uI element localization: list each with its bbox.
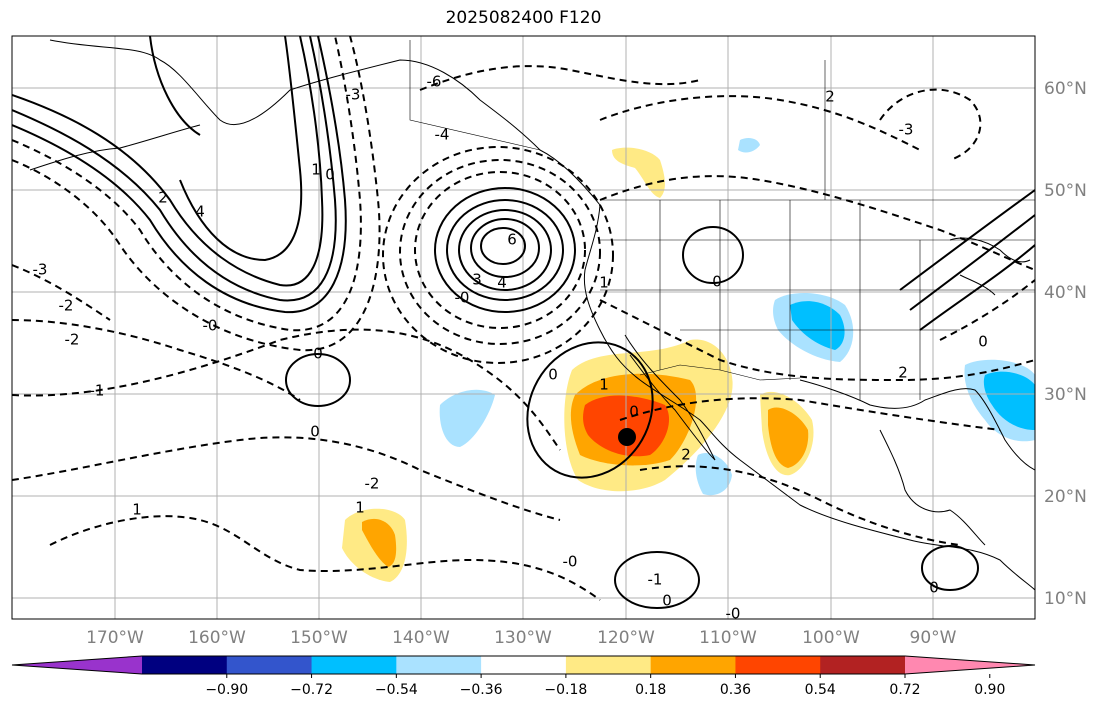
contours [12, 36, 1035, 609]
shade-orange-gulf [768, 407, 809, 468]
lon-label: 110°W [699, 628, 757, 648]
contour-label: -2 [59, 297, 74, 315]
shaded-regions [342, 137, 1035, 582]
contour-label: -1 [90, 382, 105, 400]
colorbar-segment [820, 656, 906, 674]
contour-label: 0 [629, 403, 639, 421]
contour-label: -0 [455, 289, 470, 307]
contour-label: 2 [681, 446, 691, 464]
colorbar-tick-label: 0.90 [974, 682, 1005, 698]
lat-label: 10°N [1044, 589, 1087, 609]
contour-label: 0 [978, 333, 988, 351]
contour-label: -3 [899, 121, 914, 139]
lon-label: 90°W [910, 628, 957, 648]
colorbar-segment [565, 656, 652, 674]
colorbar-segment [142, 656, 228, 674]
coast-greatlakes [949, 237, 1031, 296]
map-title: 2025082400 F120 [445, 8, 602, 28]
contour-labels: -6 -3 -4 6 4 3 -0 0 1 2 4 -3 -2 -2 -0 0 … [33, 73, 988, 623]
contour-label: -6 [427, 73, 442, 91]
lon-label: 160°W [188, 628, 246, 648]
contour-label: -2 [365, 475, 380, 493]
latitude-labels: 60°N 50°N 40°N 30°N 20°N 10°N [1044, 79, 1087, 609]
borders [409, 40, 1035, 400]
colorbar-tick-label: −0.72 [290, 682, 333, 698]
graticule [12, 36, 1035, 619]
shade-blue-gulf-mid [983, 371, 1035, 430]
colorbar-tick-label: −0.90 [205, 682, 248, 698]
contour-label: -0 [203, 317, 218, 335]
lat-label: 30°N [1044, 385, 1087, 405]
shade-blue-baja [695, 452, 732, 496]
shade-yellow-canada [612, 147, 665, 198]
contour-label: 1 [599, 274, 609, 292]
colorbar-segment [650, 656, 736, 674]
contour-label: 1 [132, 501, 142, 519]
contour-label: 1 [311, 161, 321, 179]
lon-label: 100°W [802, 628, 860, 648]
colorbar-segment [396, 656, 482, 674]
coast-baja [624, 334, 716, 461]
contour-label: -1 [648, 571, 663, 589]
lon-label: 140°W [392, 628, 450, 648]
contour-label: -2 [65, 331, 80, 349]
lon-label: 120°W [597, 628, 655, 648]
coast-yucatan [879, 429, 986, 546]
colorbar-extend-high [905, 656, 1035, 674]
contour-label: 2 [898, 364, 908, 382]
coast-gulf [799, 379, 1035, 471]
contour-label: -0 [563, 553, 578, 571]
colorbar [11, 655, 1036, 675]
coast-alaska [49, 39, 601, 206]
colorbar-tick-label: −0.18 [544, 682, 587, 698]
colorbar-tick-labels: −0.90 −0.72 −0.54 −0.36 −0.18 0.18 0.36 0.54 0.7… [205, 674, 1005, 698]
colorbar-segment [226, 656, 313, 674]
storm-center-marker [618, 428, 636, 446]
contour-label: 0 [548, 366, 558, 384]
shade-blue-bc [738, 137, 760, 153]
contour-label: 4 [195, 203, 205, 221]
contour-label: -4 [435, 126, 450, 144]
map-border [11, 35, 1036, 620]
longitude-labels: 170°W 160°W 150°W 140°W 130°W 120°W 110°… [86, 628, 957, 648]
colorbar-outline [11, 655, 1036, 675]
contour-label: 0 [310, 423, 320, 441]
contour-label: 4 [497, 274, 507, 292]
contour-label: 2 [158, 189, 168, 207]
lon-label: 130°W [494, 628, 552, 648]
lon-label: 150°W [290, 628, 348, 648]
colorbar-tick-label: 0.36 [720, 682, 751, 698]
lat-label: 50°N [1044, 181, 1087, 201]
colorbar-tick-label: 0.54 [805, 682, 836, 698]
colorbar-segment [481, 656, 567, 674]
lat-label: 20°N [1044, 487, 1087, 507]
lat-label: 60°N [1044, 79, 1087, 99]
contour-label: 0 [325, 166, 335, 184]
contour-label: 0 [929, 579, 939, 597]
contour-label: 2 [825, 88, 835, 106]
colorbar-segment [735, 656, 821, 674]
colorbar-tick-label: 0.72 [889, 682, 920, 698]
contour-label: 1 [599, 376, 609, 394]
contour-label: 6 [507, 231, 517, 249]
colorbar-segment [311, 656, 397, 674]
colorbar-tick-label: 0.18 [635, 682, 666, 698]
contour-label: -3 [346, 86, 361, 104]
contour-label: 0 [712, 273, 722, 291]
contour-label: -0 [726, 605, 741, 623]
shade-orange-south [362, 518, 397, 567]
contour-label: 1 [355, 499, 365, 517]
shade-blue-pacific [439, 389, 495, 447]
contour-label: 0 [313, 345, 323, 363]
colorbar-tick-label: −0.36 [460, 682, 503, 698]
contour-label: 0 [662, 592, 672, 610]
contour-label: -3 [33, 261, 48, 279]
contour-label: 3 [472, 271, 482, 289]
colorbar-tick-label: −0.54 [375, 682, 418, 698]
lon-label: 170°W [86, 628, 144, 648]
colorbar-extend-low [12, 656, 142, 674]
lat-label: 40°N [1044, 283, 1087, 303]
